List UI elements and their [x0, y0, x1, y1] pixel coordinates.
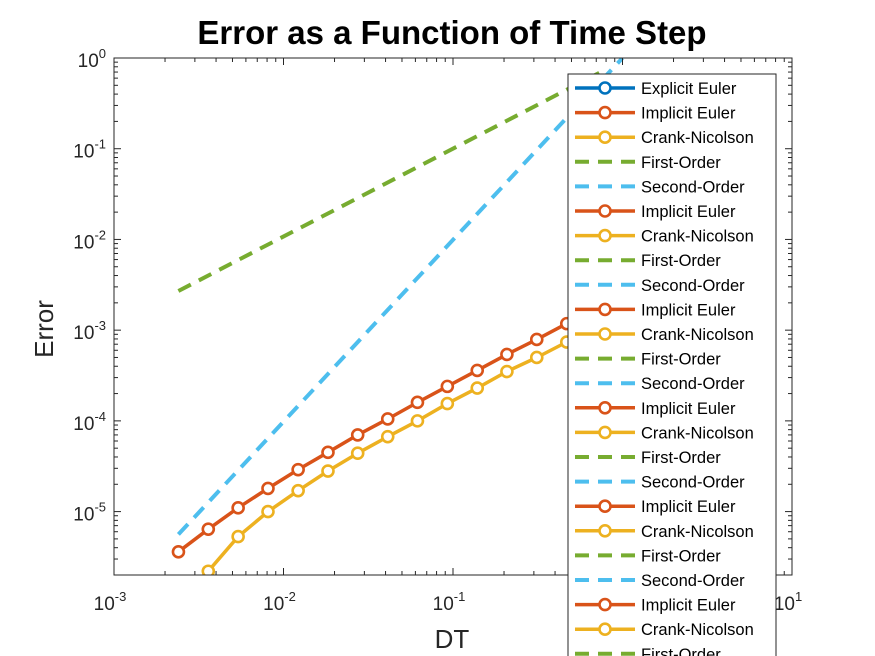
series-implicit-euler-point — [262, 483, 273, 494]
series-implicit-euler-point — [472, 365, 483, 376]
legend-label: Implicit Euler — [641, 498, 736, 516]
legend-label: Explicit Euler — [641, 80, 737, 98]
y-tick-label: 100 — [78, 46, 106, 72]
legend-label: Crank-Nicolson — [641, 326, 754, 344]
legend-swatch-marker — [600, 329, 611, 340]
series-crank-nicolson-point — [442, 398, 453, 409]
series-crank-nicolson-point — [322, 466, 333, 477]
series-implicit-euler-point — [352, 429, 363, 440]
legend-label: Second-Order — [641, 277, 745, 295]
series-implicit-euler-point — [173, 546, 184, 557]
legend-label: Second-Order — [641, 474, 745, 492]
legend-label: First-Order — [641, 646, 721, 656]
legend-label: Crank-Nicolson — [641, 621, 754, 639]
series-implicit-euler-point — [531, 334, 542, 345]
legend-label: First-Order — [641, 252, 721, 270]
series-implicit-euler-point — [322, 447, 333, 458]
legend-label: Implicit Euler — [641, 301, 736, 319]
legend-label: First-Order — [641, 351, 721, 369]
series-implicit-euler-point — [233, 502, 244, 513]
legend-label: Second-Order — [641, 572, 745, 590]
series-crank-nicolson-point — [293, 485, 304, 496]
series-crank-nicolson-point — [501, 366, 512, 377]
y-tick-label: 10-3 — [73, 318, 106, 344]
series-implicit-euler-point — [501, 349, 512, 360]
x-tick-label: 101 — [774, 589, 802, 615]
x-tick-label: 10-2 — [263, 589, 296, 615]
series-implicit-euler-point — [382, 413, 393, 424]
series-crank-nicolson-point — [262, 506, 273, 517]
y-axis-label: Error — [29, 300, 59, 358]
series-implicit-euler-point — [412, 397, 423, 408]
series-crank-nicolson-point — [531, 352, 542, 363]
series-crank-nicolson-point — [382, 431, 393, 442]
legend-label: Second-Order — [641, 375, 745, 393]
legend-label: Crank-Nicolson — [641, 424, 754, 442]
series-implicit-euler-point — [442, 381, 453, 392]
legend-label: Second-Order — [641, 178, 745, 196]
legend-swatch-marker — [600, 525, 611, 536]
legend-label: Crank-Nicolson — [641, 523, 754, 541]
legend-label: Implicit Euler — [641, 105, 736, 123]
x-tick-label: 10-1 — [433, 589, 466, 615]
y-tick-label: 10-1 — [73, 137, 106, 163]
legend-swatch-marker — [600, 501, 611, 512]
legend-label: Crank-Nicolson — [641, 228, 754, 246]
legend-swatch-marker — [600, 132, 611, 143]
series-crank-nicolson-point — [352, 448, 363, 459]
legend-label: Crank-Nicolson — [641, 129, 754, 147]
legend-label: Implicit Euler — [641, 203, 736, 221]
series-crank-nicolson-point — [472, 383, 483, 394]
series-crank-nicolson-point — [233, 531, 244, 542]
series-implicit-euler-point — [203, 524, 214, 535]
legend-label: Implicit Euler — [641, 400, 736, 418]
legend-swatch-marker — [600, 107, 611, 118]
legend-label: First-Order — [641, 449, 721, 467]
legend-swatch-marker — [600, 304, 611, 315]
legend-label: First-Order — [641, 547, 721, 565]
series-crank-nicolson-point — [412, 415, 423, 426]
y-tick-label: 10-4 — [73, 409, 106, 435]
x-axis-label: DT — [435, 624, 470, 654]
legend-label: First-Order — [641, 154, 721, 172]
legend-swatch-marker — [600, 427, 611, 438]
x-tick-label: 10-3 — [94, 589, 127, 615]
series-implicit-euler-point — [293, 464, 304, 475]
y-tick-label: 10-2 — [73, 227, 106, 253]
y-tick-label: 10-5 — [73, 500, 106, 526]
legend-swatch-marker — [600, 230, 611, 241]
legend-swatch-marker — [600, 206, 611, 217]
legend: Explicit Euler Implicit Euler Crank-Nicols… — [568, 74, 776, 656]
legend-swatch-marker — [600, 83, 611, 94]
chart-title: Error as a Function of Time Step — [197, 14, 706, 51]
legend-swatch-marker — [600, 624, 611, 635]
legend-label: Implicit Euler — [641, 597, 736, 615]
legend-swatch-marker — [600, 599, 611, 610]
legend-swatch-marker — [600, 402, 611, 413]
